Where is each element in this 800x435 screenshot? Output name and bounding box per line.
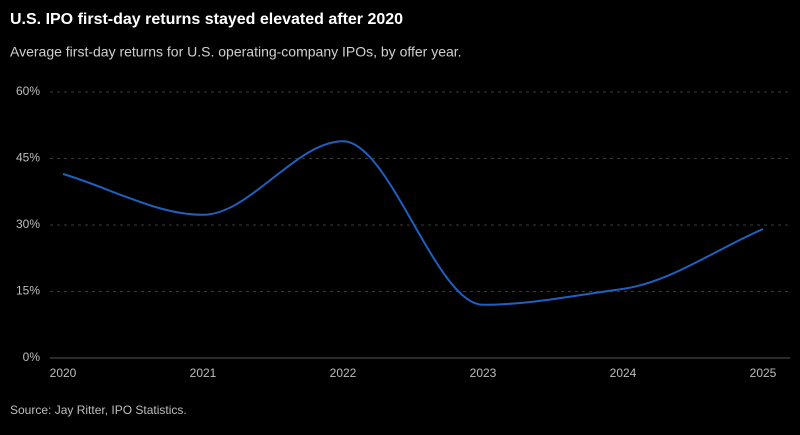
chart-subtitle: Average first-day returns for U.S. opera… [10,44,462,60]
x-tick-label: 2021 [190,366,217,380]
x-tick-label: 2020 [50,366,77,380]
chart-title: U.S. IPO first-day returns stayed elevat… [10,11,403,28]
y-tick-label: 45% [16,151,40,165]
x-tick-label: 2023 [470,366,497,380]
source-note: Source: Jay Ritter, IPO Statistics. [10,403,187,417]
y-tick-label: 60% [16,84,40,98]
x-tick-label: 2022 [330,366,357,380]
y-tick-label: 0% [23,350,41,364]
x-tick-label: 2024 [610,366,637,380]
y-tick-label: 30% [16,217,40,231]
line-series [62,140,764,306]
x-tick-label: 2025 [750,366,777,380]
y-tick-label: 15% [16,284,40,298]
